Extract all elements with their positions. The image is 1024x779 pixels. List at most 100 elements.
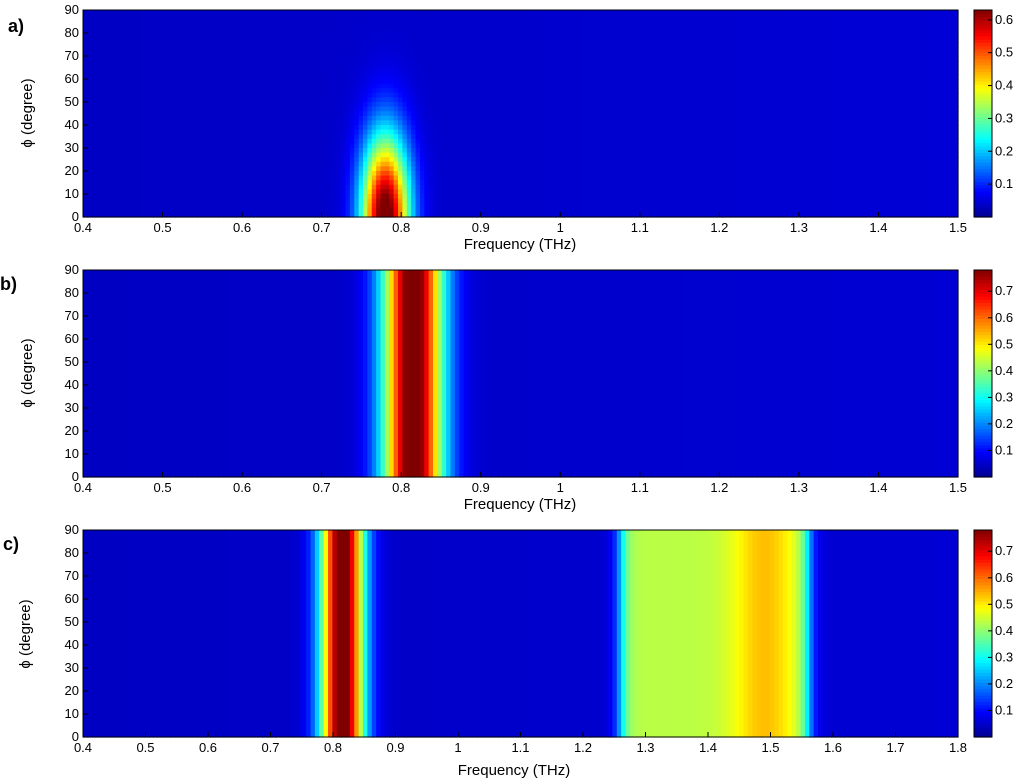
heatmap-cell xyxy=(389,115,395,121)
heatmap-cell xyxy=(717,42,723,48)
heatmap-cell xyxy=(634,23,640,29)
heatmap-cell xyxy=(516,74,522,80)
heatmap-cell xyxy=(196,56,202,62)
heatmap-cell xyxy=(297,88,303,94)
heatmap-cell xyxy=(253,74,259,80)
heatmap-cell xyxy=(459,88,465,94)
heatmap-cell xyxy=(660,74,666,80)
heatmap-cell xyxy=(721,111,727,117)
heatmap-cell xyxy=(874,56,880,62)
heatmap-cell xyxy=(214,33,220,39)
heatmap-cell xyxy=(109,14,115,20)
heatmap-cell xyxy=(699,28,705,34)
heatmap-cell xyxy=(389,19,395,25)
heatmap-cell xyxy=(223,65,228,71)
heatmap-cell xyxy=(883,115,889,121)
heatmap-cell xyxy=(113,14,119,20)
heatmap-cell xyxy=(559,92,565,98)
heatmap-cell xyxy=(328,42,333,48)
heatmap-cell xyxy=(489,106,495,112)
heatmap-cell xyxy=(494,60,500,66)
heatmap-cell xyxy=(669,19,675,25)
heatmap-cell xyxy=(726,83,732,89)
heatmap-cell xyxy=(428,120,434,126)
heatmap-cell xyxy=(503,120,508,126)
heatmap-cell xyxy=(231,56,237,62)
heatmap-cell xyxy=(240,46,246,52)
heatmap-cell xyxy=(564,111,570,117)
heatmap-cell xyxy=(936,42,942,48)
heatmap-cell xyxy=(275,33,281,39)
heatmap-cell xyxy=(651,60,657,66)
heatmap-cell xyxy=(787,102,793,108)
heatmap-cell xyxy=(336,42,342,48)
heatmap-cell xyxy=(629,37,635,43)
heatmap-cell xyxy=(708,79,714,85)
heatmap-cell xyxy=(577,74,583,80)
heatmap-cell xyxy=(765,14,771,20)
heatmap-cell xyxy=(577,92,583,98)
heatmap-cell xyxy=(96,10,102,16)
heatmap-cell xyxy=(944,65,950,71)
heatmap-cell xyxy=(157,83,163,89)
heatmap-cell xyxy=(656,23,662,29)
heatmap-cell xyxy=(223,97,228,103)
heatmap-cell xyxy=(594,46,600,52)
heatmap-cell xyxy=(647,79,653,85)
heatmap-cell xyxy=(161,69,167,75)
heatmap-cell xyxy=(371,14,377,20)
heatmap-cell xyxy=(949,28,955,34)
heatmap-cell xyxy=(608,83,613,89)
heatmap-cell xyxy=(533,97,539,103)
heatmap-cell xyxy=(354,33,360,39)
heatmap-cell xyxy=(726,56,732,62)
heatmap-cell xyxy=(726,42,732,48)
heatmap-cell xyxy=(454,42,460,48)
heatmap-cell xyxy=(183,120,189,126)
heatmap-cell xyxy=(774,92,780,98)
heatmap-cell xyxy=(713,83,718,89)
heatmap-cell xyxy=(209,74,215,80)
heatmap-cell xyxy=(564,97,570,103)
heatmap-cell xyxy=(761,120,767,126)
heatmap-cell xyxy=(638,10,644,16)
heatmap-cell xyxy=(931,115,937,121)
heatmap-cell xyxy=(100,19,106,25)
heatmap-cell xyxy=(901,60,907,66)
heatmap-cell xyxy=(879,111,885,117)
heatmap-cell xyxy=(931,28,937,34)
heatmap-cell xyxy=(148,88,154,94)
heatmap-cell xyxy=(656,56,662,62)
heatmap-cell xyxy=(664,65,670,71)
heatmap-cell xyxy=(564,28,570,34)
heatmap-cell xyxy=(192,42,198,48)
heatmap-cell xyxy=(769,120,775,126)
heatmap-cell xyxy=(883,51,889,57)
heatmap-cell xyxy=(511,37,517,43)
heatmap-cell xyxy=(262,10,268,16)
heatmap-cell xyxy=(314,65,320,71)
heatmap-cell xyxy=(240,65,246,71)
heatmap-cell xyxy=(323,19,329,25)
heatmap-cell xyxy=(424,33,430,39)
heatmap-cell xyxy=(266,111,272,117)
heatmap-cell xyxy=(542,14,548,20)
heatmap-cell xyxy=(883,69,889,75)
heatmap-cell xyxy=(953,23,959,29)
heatmap-cell xyxy=(253,19,259,25)
heatmap-cell xyxy=(734,28,740,34)
heatmap-cell xyxy=(122,88,128,94)
heatmap-cell xyxy=(450,14,456,20)
heatmap-cell xyxy=(100,106,106,112)
heatmap-cell xyxy=(205,14,211,20)
heatmap-cell xyxy=(367,102,373,108)
heatmap-cell xyxy=(450,42,456,48)
heatmap-cell xyxy=(170,88,176,94)
heatmap-cell xyxy=(857,14,863,20)
heatmap-cell xyxy=(664,28,670,34)
heatmap-cell xyxy=(914,14,920,20)
heatmap-cell xyxy=(818,88,823,94)
heatmap-cell xyxy=(231,65,237,71)
heatmap-cell xyxy=(406,65,412,71)
heatmap-cell xyxy=(822,79,828,85)
